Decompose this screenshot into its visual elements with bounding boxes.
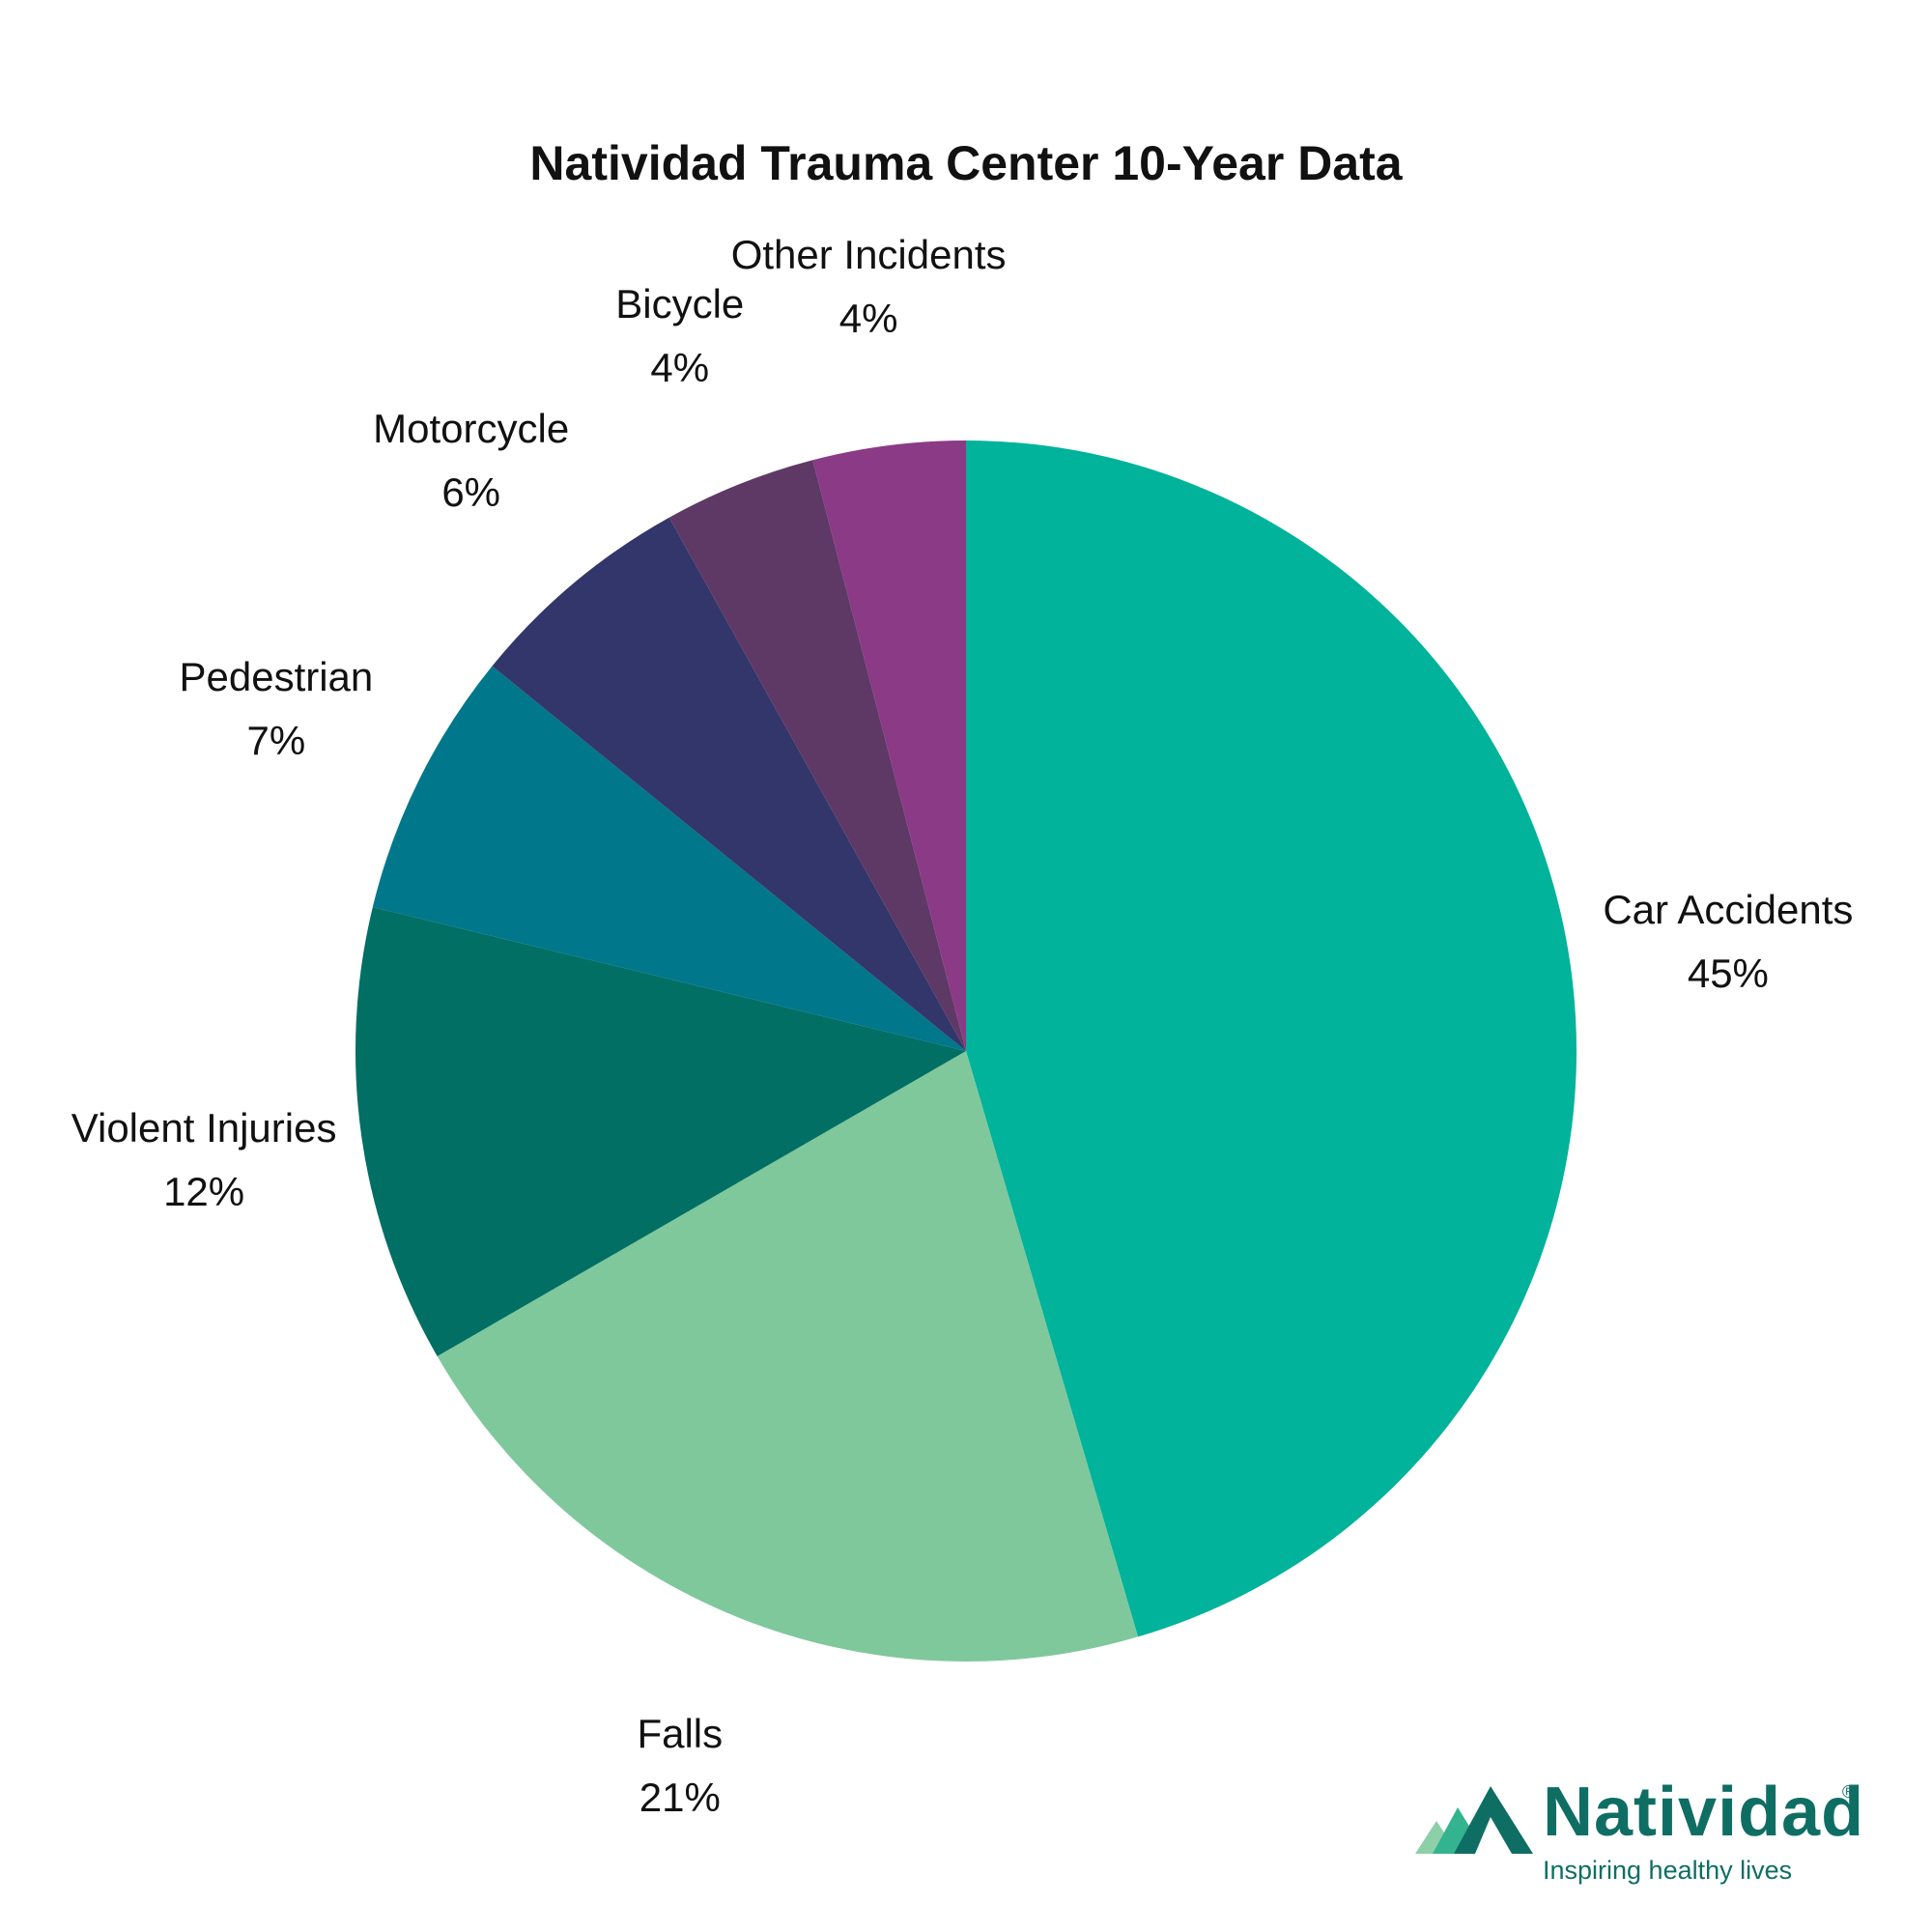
- pie-slices: [355, 440, 1577, 1662]
- pie-slice-violent-injuries: [355, 907, 966, 1356]
- pie-slice-bicycle: [668, 460, 966, 1051]
- slice-value-label: 7%: [246, 718, 306, 764]
- mountain-peaks-icon: [1415, 1786, 1533, 1854]
- slice-category-label: Falls: [637, 1710, 724, 1756]
- slice-label-other-incidents: Other Incidents 4%: [666, 223, 1071, 351]
- pie-slice-car-accidents: [966, 440, 1577, 1637]
- pie-slice-pedestrian: [372, 666, 967, 1051]
- slice-value-label: 12%: [163, 1169, 245, 1215]
- registered-mark: ®: [1842, 1782, 1856, 1802]
- slice-value-label: 4%: [838, 296, 898, 342]
- slice-category-label: Motorcycle: [373, 406, 570, 452]
- slice-value-label: 6%: [441, 469, 501, 516]
- chart-title: Natividad Trauma Center 10-Year Data: [529, 136, 1403, 190]
- slice-category-label: Pedestrian: [179, 654, 374, 700]
- slice-value-label: 4%: [650, 345, 710, 391]
- slice-value-label: 21%: [639, 1774, 721, 1820]
- logo-wordmark: Natividad: [1543, 1774, 1865, 1851]
- slice-label-bicycle: Bicycle 4%: [477, 272, 883, 400]
- natividad-logo: Natividad ® Inspiring healthy lives: [1415, 1773, 1869, 1898]
- slice-label-pedestrian: Pedestrian 7%: [73, 645, 479, 773]
- slice-category-label: Bicycle: [615, 281, 745, 327]
- slice-label-falls: Falls 21%: [477, 1702, 883, 1830]
- slice-category-label: Other Incidents: [730, 232, 1007, 278]
- slice-value-label: 45%: [1687, 950, 1769, 996]
- slice-label-car-accidents: Car Accidents 45%: [1525, 878, 1931, 1006]
- slice-category-label: Violent Injuries: [71, 1105, 337, 1151]
- logo-tagline: Inspiring healthy lives: [1543, 1856, 1793, 1885]
- pie-slice-falls: [437, 1051, 1139, 1662]
- slice-label-motorcycle: Motorcycle 6%: [269, 397, 674, 525]
- slice-category-label: Car Accidents: [1603, 886, 1854, 932]
- slice-label-violent-injuries: Violent Injuries 12%: [1, 1096, 407, 1224]
- pie-slice-motorcycle: [492, 517, 966, 1051]
- pie-slice-other-incidents: [812, 440, 966, 1051]
